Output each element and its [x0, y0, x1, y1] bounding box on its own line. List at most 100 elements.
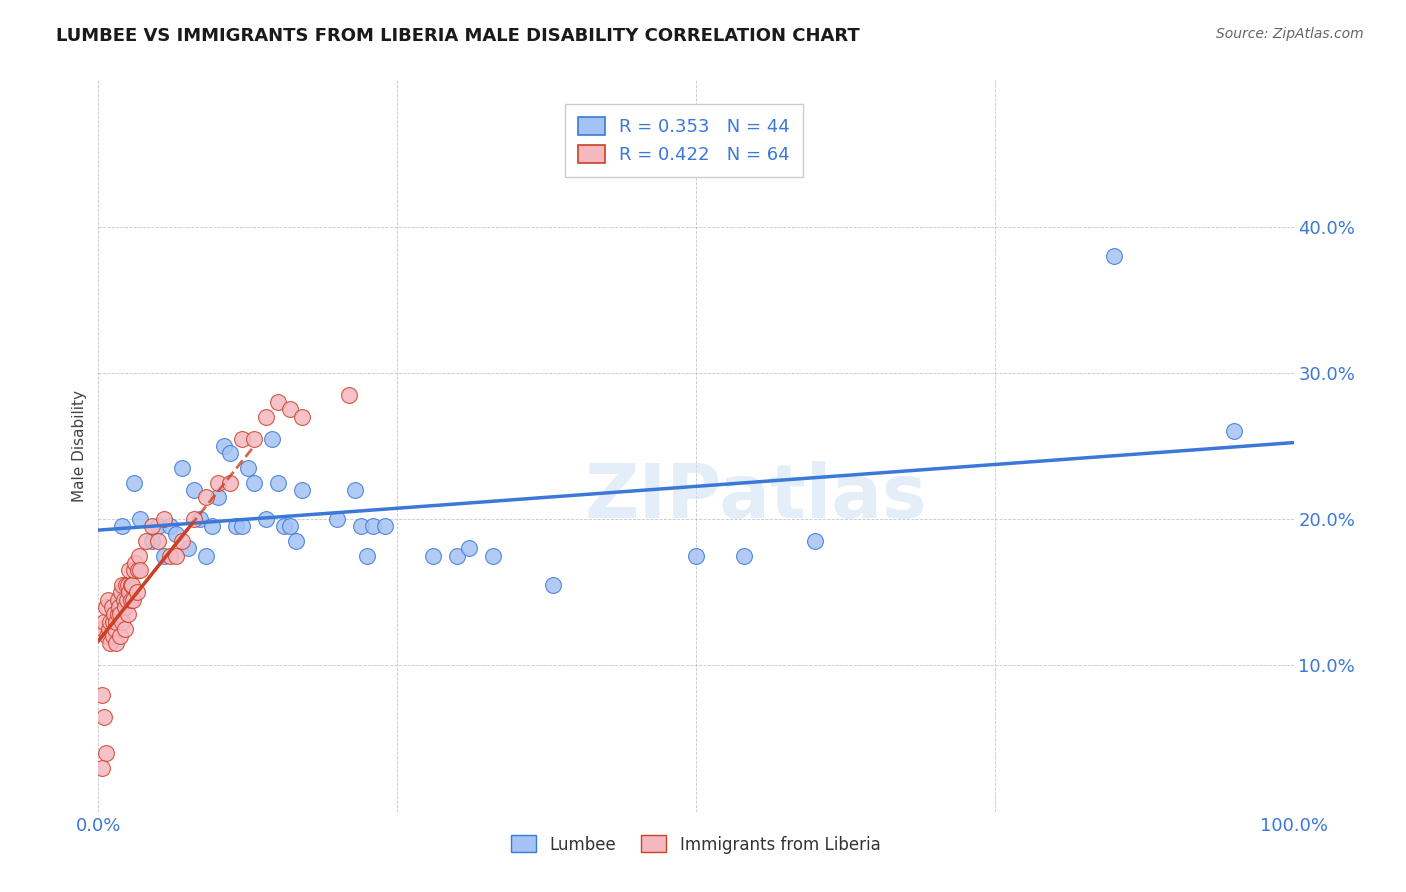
Point: [267, 395, 290, 409]
Point: [172, 461, 194, 475]
Point: [374, 519, 396, 533]
Point: [107, 599, 129, 614]
Point: [339, 388, 361, 402]
Point: [254, 409, 277, 424]
Point: [195, 490, 218, 504]
Point: [94, 599, 117, 614]
Text: LUMBEE VS IMMIGRANTS FROM LIBERIA MALE DISABILITY CORRELATION CHART: LUMBEE VS IMMIGRANTS FROM LIBERIA MALE D…: [56, 27, 860, 45]
Point: [98, 615, 122, 629]
Point: [219, 475, 242, 490]
Point: [284, 534, 307, 549]
Point: [201, 519, 224, 533]
Point: [111, 615, 134, 629]
Point: [219, 446, 242, 460]
Text: ZIPatlas: ZIPatlas: [585, 460, 927, 533]
Point: [127, 563, 149, 577]
Point: [153, 512, 176, 526]
Point: [128, 549, 150, 563]
Point: [98, 622, 121, 636]
Point: [422, 549, 444, 563]
Point: [117, 607, 139, 622]
Point: [114, 599, 136, 614]
Point: [254, 512, 277, 526]
Text: Source: ZipAtlas.com: Source: ZipAtlas.com: [1216, 27, 1364, 41]
Point: [356, 549, 378, 563]
Point: [111, 578, 134, 592]
Point: [115, 578, 138, 592]
Legend: Lumbee, Immigrants from Liberia: Lumbee, Immigrants from Liberia: [503, 827, 889, 862]
Point: [195, 549, 218, 563]
Point: [104, 622, 127, 636]
Point: [111, 519, 134, 533]
Point: [117, 578, 139, 592]
Point: [141, 534, 163, 549]
Point: [165, 549, 187, 563]
Point: [278, 519, 301, 533]
Point: [120, 578, 142, 592]
Point: [225, 519, 247, 533]
Point: [350, 519, 373, 533]
Point: [165, 526, 187, 541]
Point: [153, 549, 176, 563]
Point: [129, 512, 152, 526]
Point: [188, 512, 211, 526]
Point: [98, 636, 122, 650]
Point: [183, 483, 205, 497]
Point: [260, 432, 283, 446]
Point: [804, 534, 827, 549]
Point: [177, 541, 200, 556]
Point: [114, 622, 136, 636]
Point: [91, 688, 114, 702]
Point: [278, 402, 301, 417]
Point: [685, 549, 707, 563]
Point: [129, 563, 152, 577]
Point: [107, 592, 129, 607]
Point: [108, 629, 131, 643]
Point: [291, 409, 314, 424]
Point: [101, 615, 124, 629]
Point: [291, 483, 314, 497]
Point: [1104, 249, 1126, 263]
Point: [94, 746, 117, 760]
Point: [236, 461, 259, 475]
Point: [118, 563, 141, 577]
Point: [91, 622, 114, 636]
Point: [326, 512, 349, 526]
Point: [207, 475, 229, 490]
Point: [446, 549, 468, 563]
Point: [103, 607, 125, 622]
Point: [108, 607, 131, 622]
Point: [148, 519, 170, 533]
Point: [733, 549, 755, 563]
Point: [148, 534, 170, 549]
Y-axis label: Male Disability: Male Disability: [72, 390, 87, 502]
Point: [118, 585, 141, 599]
Point: [481, 549, 505, 563]
Point: [141, 519, 163, 533]
Point: [91, 761, 114, 775]
Point: [159, 519, 181, 533]
Point: [363, 519, 385, 533]
Point: [105, 636, 128, 650]
Point: [93, 709, 115, 723]
Point: [124, 475, 146, 490]
Point: [231, 432, 253, 446]
Point: [243, 432, 266, 446]
Point: [172, 534, 194, 549]
Point: [96, 629, 118, 643]
Point: [107, 607, 129, 622]
Point: [212, 439, 235, 453]
Point: [183, 512, 205, 526]
Point: [344, 483, 367, 497]
Point: [159, 549, 181, 563]
Point: [273, 519, 295, 533]
Point: [541, 578, 564, 592]
Point: [110, 585, 132, 599]
Point: [105, 615, 128, 629]
Point: [458, 541, 481, 556]
Point: [100, 599, 122, 614]
Point: [93, 615, 115, 629]
Point: [120, 592, 142, 607]
Point: [231, 519, 253, 533]
Point: [125, 585, 148, 599]
